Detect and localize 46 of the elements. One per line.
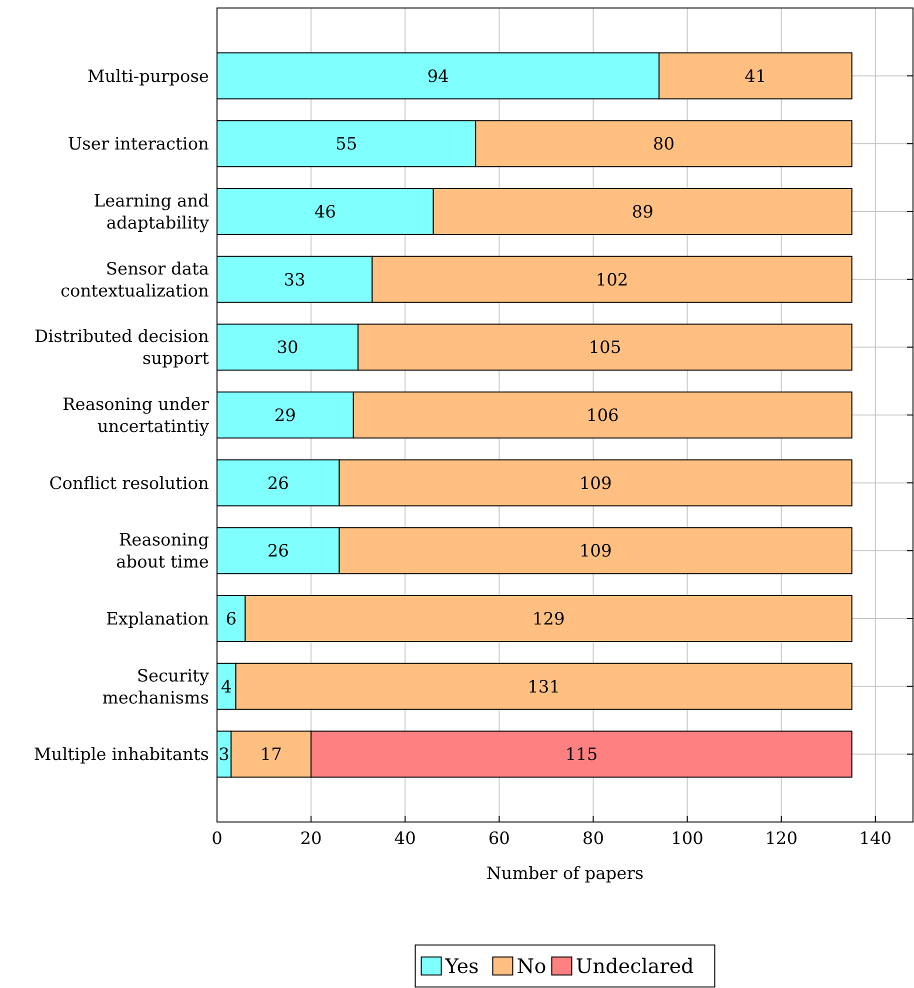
data-label: 29 bbox=[274, 406, 296, 426]
data-label: 129 bbox=[532, 609, 565, 630]
data-label: 94 bbox=[427, 66, 449, 87]
y-tick-label: Explanation bbox=[106, 609, 210, 630]
y-tick-label: Learning and adaptability bbox=[94, 191, 210, 234]
data-label: 3 bbox=[218, 745, 230, 766]
y-tick-label: Conflict resolution bbox=[49, 474, 210, 494]
x-tick-label: 60 bbox=[488, 829, 510, 849]
data-label: 131 bbox=[528, 677, 560, 698]
y-tick-label: Reasoning about time bbox=[116, 530, 210, 573]
data-label: 41 bbox=[744, 66, 766, 87]
data-label: 33 bbox=[284, 270, 306, 290]
y-tick-label: Multi-purpose bbox=[87, 66, 209, 87]
x-tick-label: 100 bbox=[671, 829, 704, 849]
data-label: 46 bbox=[314, 202, 336, 222]
data-label: 55 bbox=[336, 134, 358, 155]
legend-label: Undeclared bbox=[576, 954, 694, 978]
data-label: 105 bbox=[588, 338, 622, 358]
data-label: 17 bbox=[260, 745, 282, 766]
legend-label: No bbox=[516, 954, 546, 978]
x-tick-label: 140 bbox=[859, 829, 892, 849]
y-tick-label: Multiple inhabitants bbox=[34, 745, 209, 766]
x-tick-label: 120 bbox=[765, 829, 798, 849]
data-label: 6 bbox=[226, 609, 237, 630]
data-label: 102 bbox=[596, 270, 628, 290]
y-tick-label: Distributed decision support bbox=[34, 327, 210, 370]
y-tick-label: Reasoning under uncertatintiy bbox=[62, 394, 210, 437]
data-label: 30 bbox=[276, 338, 298, 358]
data-label: 4 bbox=[220, 677, 232, 698]
data-label: 109 bbox=[579, 542, 612, 562]
data-label: 89 bbox=[632, 202, 654, 222]
data-label: 26 bbox=[267, 542, 289, 562]
legend-label: Yes bbox=[444, 954, 479, 978]
data-label: 109 bbox=[579, 474, 612, 494]
data-label: 106 bbox=[586, 406, 619, 426]
data-label: 26 bbox=[267, 474, 289, 494]
x-tick-label: 0 bbox=[212, 829, 222, 849]
data-label: 80 bbox=[652, 134, 675, 155]
x-axis-title: Number of papers bbox=[486, 864, 644, 884]
x-tick-label: 20 bbox=[300, 829, 322, 849]
y-tick-label: Sensor data contextualization bbox=[60, 259, 210, 302]
x-tick-label: 80 bbox=[582, 829, 604, 849]
y-tick-label: Security mechanisms bbox=[102, 666, 210, 708]
y-tick-label: User interaction bbox=[68, 134, 210, 155]
data-label: 115 bbox=[565, 745, 598, 766]
x-tick-label: 40 bbox=[394, 829, 416, 849]
